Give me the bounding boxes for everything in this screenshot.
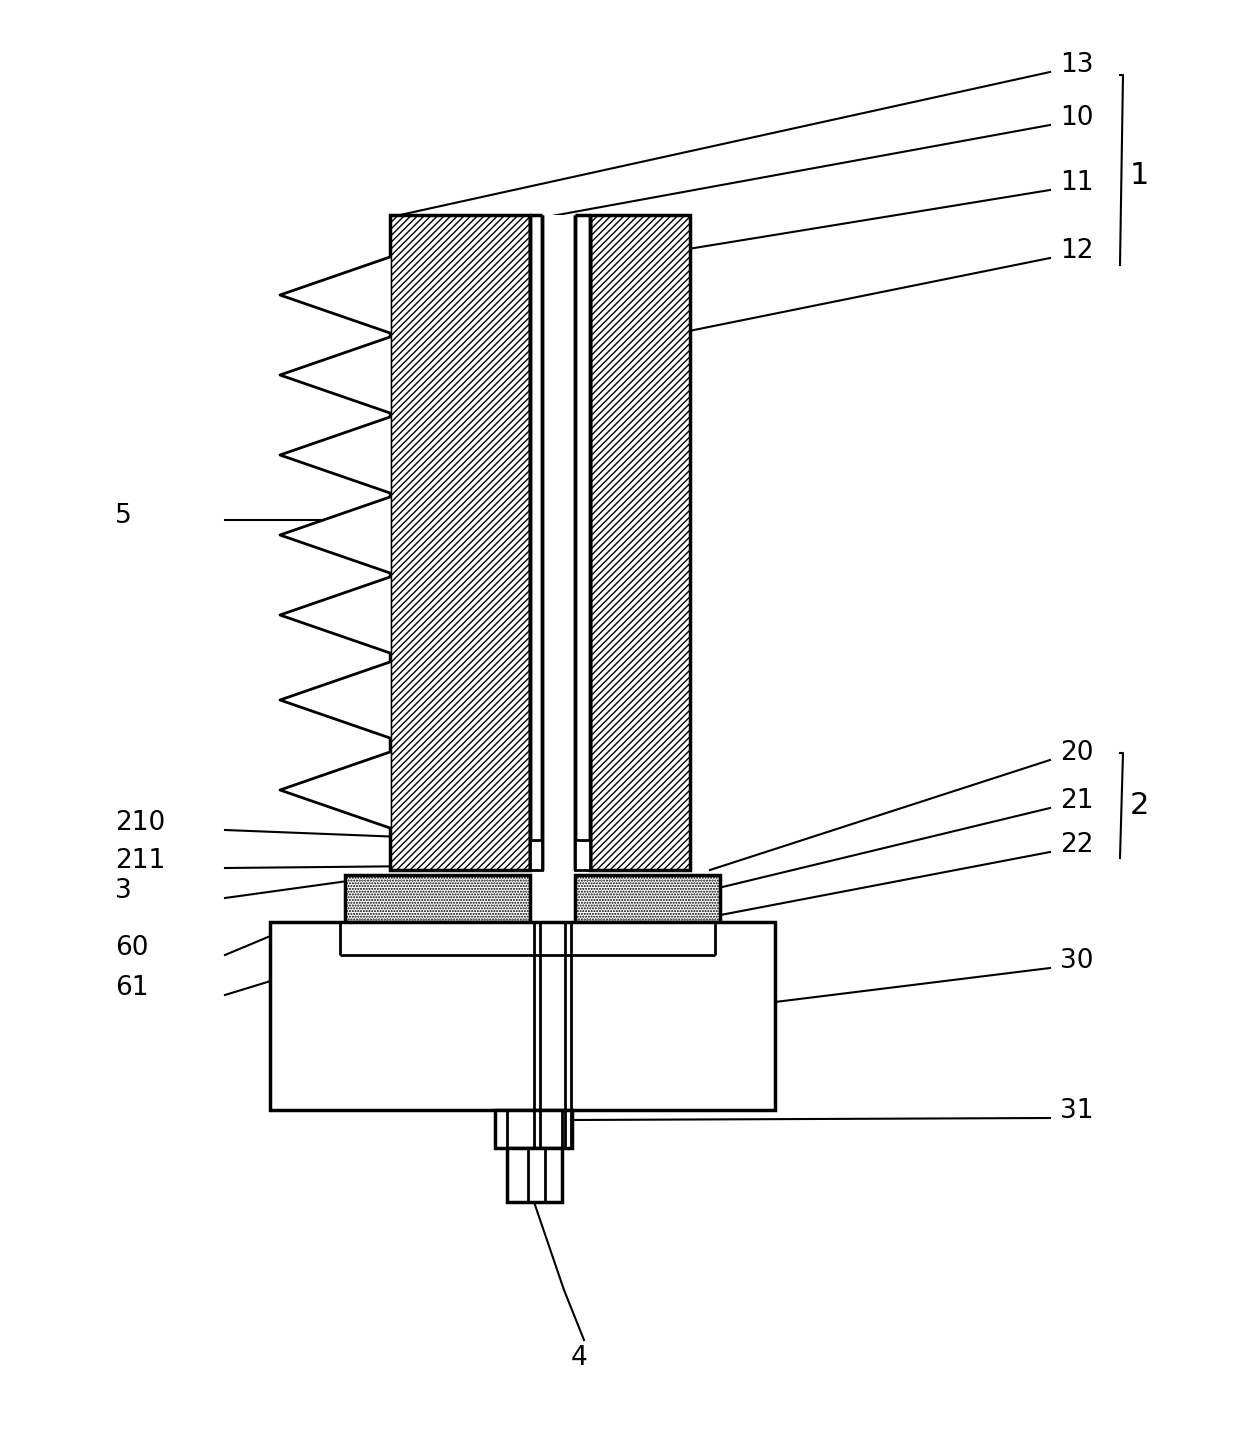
Bar — [542, 215, 575, 870]
Bar — [590, 215, 689, 870]
Text: 61: 61 — [115, 975, 149, 1002]
Polygon shape — [280, 258, 391, 333]
Bar — [507, 1148, 562, 1202]
Text: 22: 22 — [1060, 831, 1094, 859]
Text: 21: 21 — [1060, 788, 1094, 814]
Bar — [575, 874, 720, 922]
Polygon shape — [280, 416, 391, 494]
Text: 13: 13 — [1060, 52, 1094, 79]
Text: 1: 1 — [1130, 160, 1149, 189]
Bar — [345, 874, 529, 922]
Bar — [575, 840, 590, 870]
Bar — [391, 215, 529, 870]
Polygon shape — [280, 753, 391, 829]
Text: 20: 20 — [1060, 740, 1094, 766]
Text: 60: 60 — [115, 934, 149, 962]
Bar — [590, 215, 689, 870]
Bar — [529, 215, 542, 870]
Text: 11: 11 — [1060, 170, 1094, 196]
Bar — [345, 874, 529, 922]
Text: 2: 2 — [1130, 790, 1149, 820]
Bar — [575, 215, 590, 870]
Polygon shape — [280, 663, 391, 738]
Text: 211: 211 — [115, 849, 165, 874]
Text: 210: 210 — [115, 810, 165, 836]
Polygon shape — [280, 336, 391, 414]
Text: 5: 5 — [115, 504, 131, 529]
Text: 3: 3 — [115, 879, 131, 904]
Bar — [391, 215, 529, 870]
Text: 12: 12 — [1060, 238, 1094, 263]
Text: 4: 4 — [570, 1345, 588, 1371]
Bar — [495, 1110, 572, 1148]
Text: 31: 31 — [1060, 1098, 1094, 1123]
Text: 30: 30 — [1060, 947, 1094, 975]
Bar — [529, 840, 542, 870]
Polygon shape — [280, 497, 391, 572]
Bar — [575, 874, 720, 922]
Bar — [270, 922, 775, 1110]
Text: 10: 10 — [1060, 104, 1094, 132]
Polygon shape — [280, 577, 391, 653]
